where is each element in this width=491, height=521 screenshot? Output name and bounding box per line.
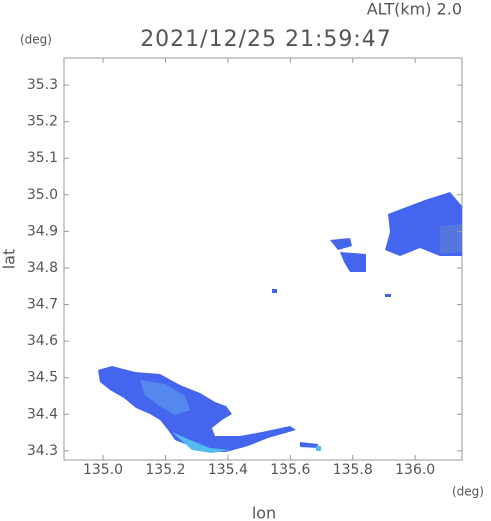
echo [330, 238, 352, 250]
y-tick-label: 35.2 [27, 114, 58, 130]
echo [172, 432, 230, 453]
echo [300, 442, 318, 448]
radar-echoes [98, 192, 462, 453]
x-tick-label: 135.6 [270, 462, 310, 478]
y-tick-label: 34.5 [27, 370, 58, 386]
y-tick-label: 34.4 [27, 406, 58, 422]
y-tick-label: 35.0 [27, 187, 58, 203]
y-tick-label: 35.1 [27, 150, 58, 166]
plot-frame [63, 57, 463, 461]
y-tick-label: 34.3 [27, 443, 58, 459]
x-axis-label: lon [252, 504, 276, 521]
x-tick-label: 135.4 [208, 462, 248, 478]
chart-title: 2021/12/25 21:59:47 [140, 27, 392, 52]
x-tick-label: 135.8 [333, 462, 373, 478]
echo [385, 294, 391, 297]
x-tick-label: 136.0 [395, 462, 435, 478]
y-tick-label: 35.3 [27, 77, 58, 93]
x-unit: (deg) [452, 485, 484, 499]
echo [98, 366, 296, 452]
y-tick-label: 34.9 [27, 223, 58, 239]
echo [272, 289, 277, 293]
x-tick-label: 135.0 [83, 462, 123, 478]
echo [340, 252, 366, 272]
subtitle: ALT(km) 2.0 [367, 0, 462, 19]
y-axis-label: lat [0, 249, 19, 270]
y-tick-label: 34.8 [27, 260, 58, 276]
echo [140, 380, 190, 415]
y-tick-label: 34.6 [27, 333, 58, 349]
x-tick-label: 135.2 [145, 462, 185, 478]
echo [440, 224, 462, 254]
echo [316, 446, 321, 451]
y-tick-label: 34.7 [27, 297, 58, 313]
y-unit: (deg) [20, 33, 52, 47]
